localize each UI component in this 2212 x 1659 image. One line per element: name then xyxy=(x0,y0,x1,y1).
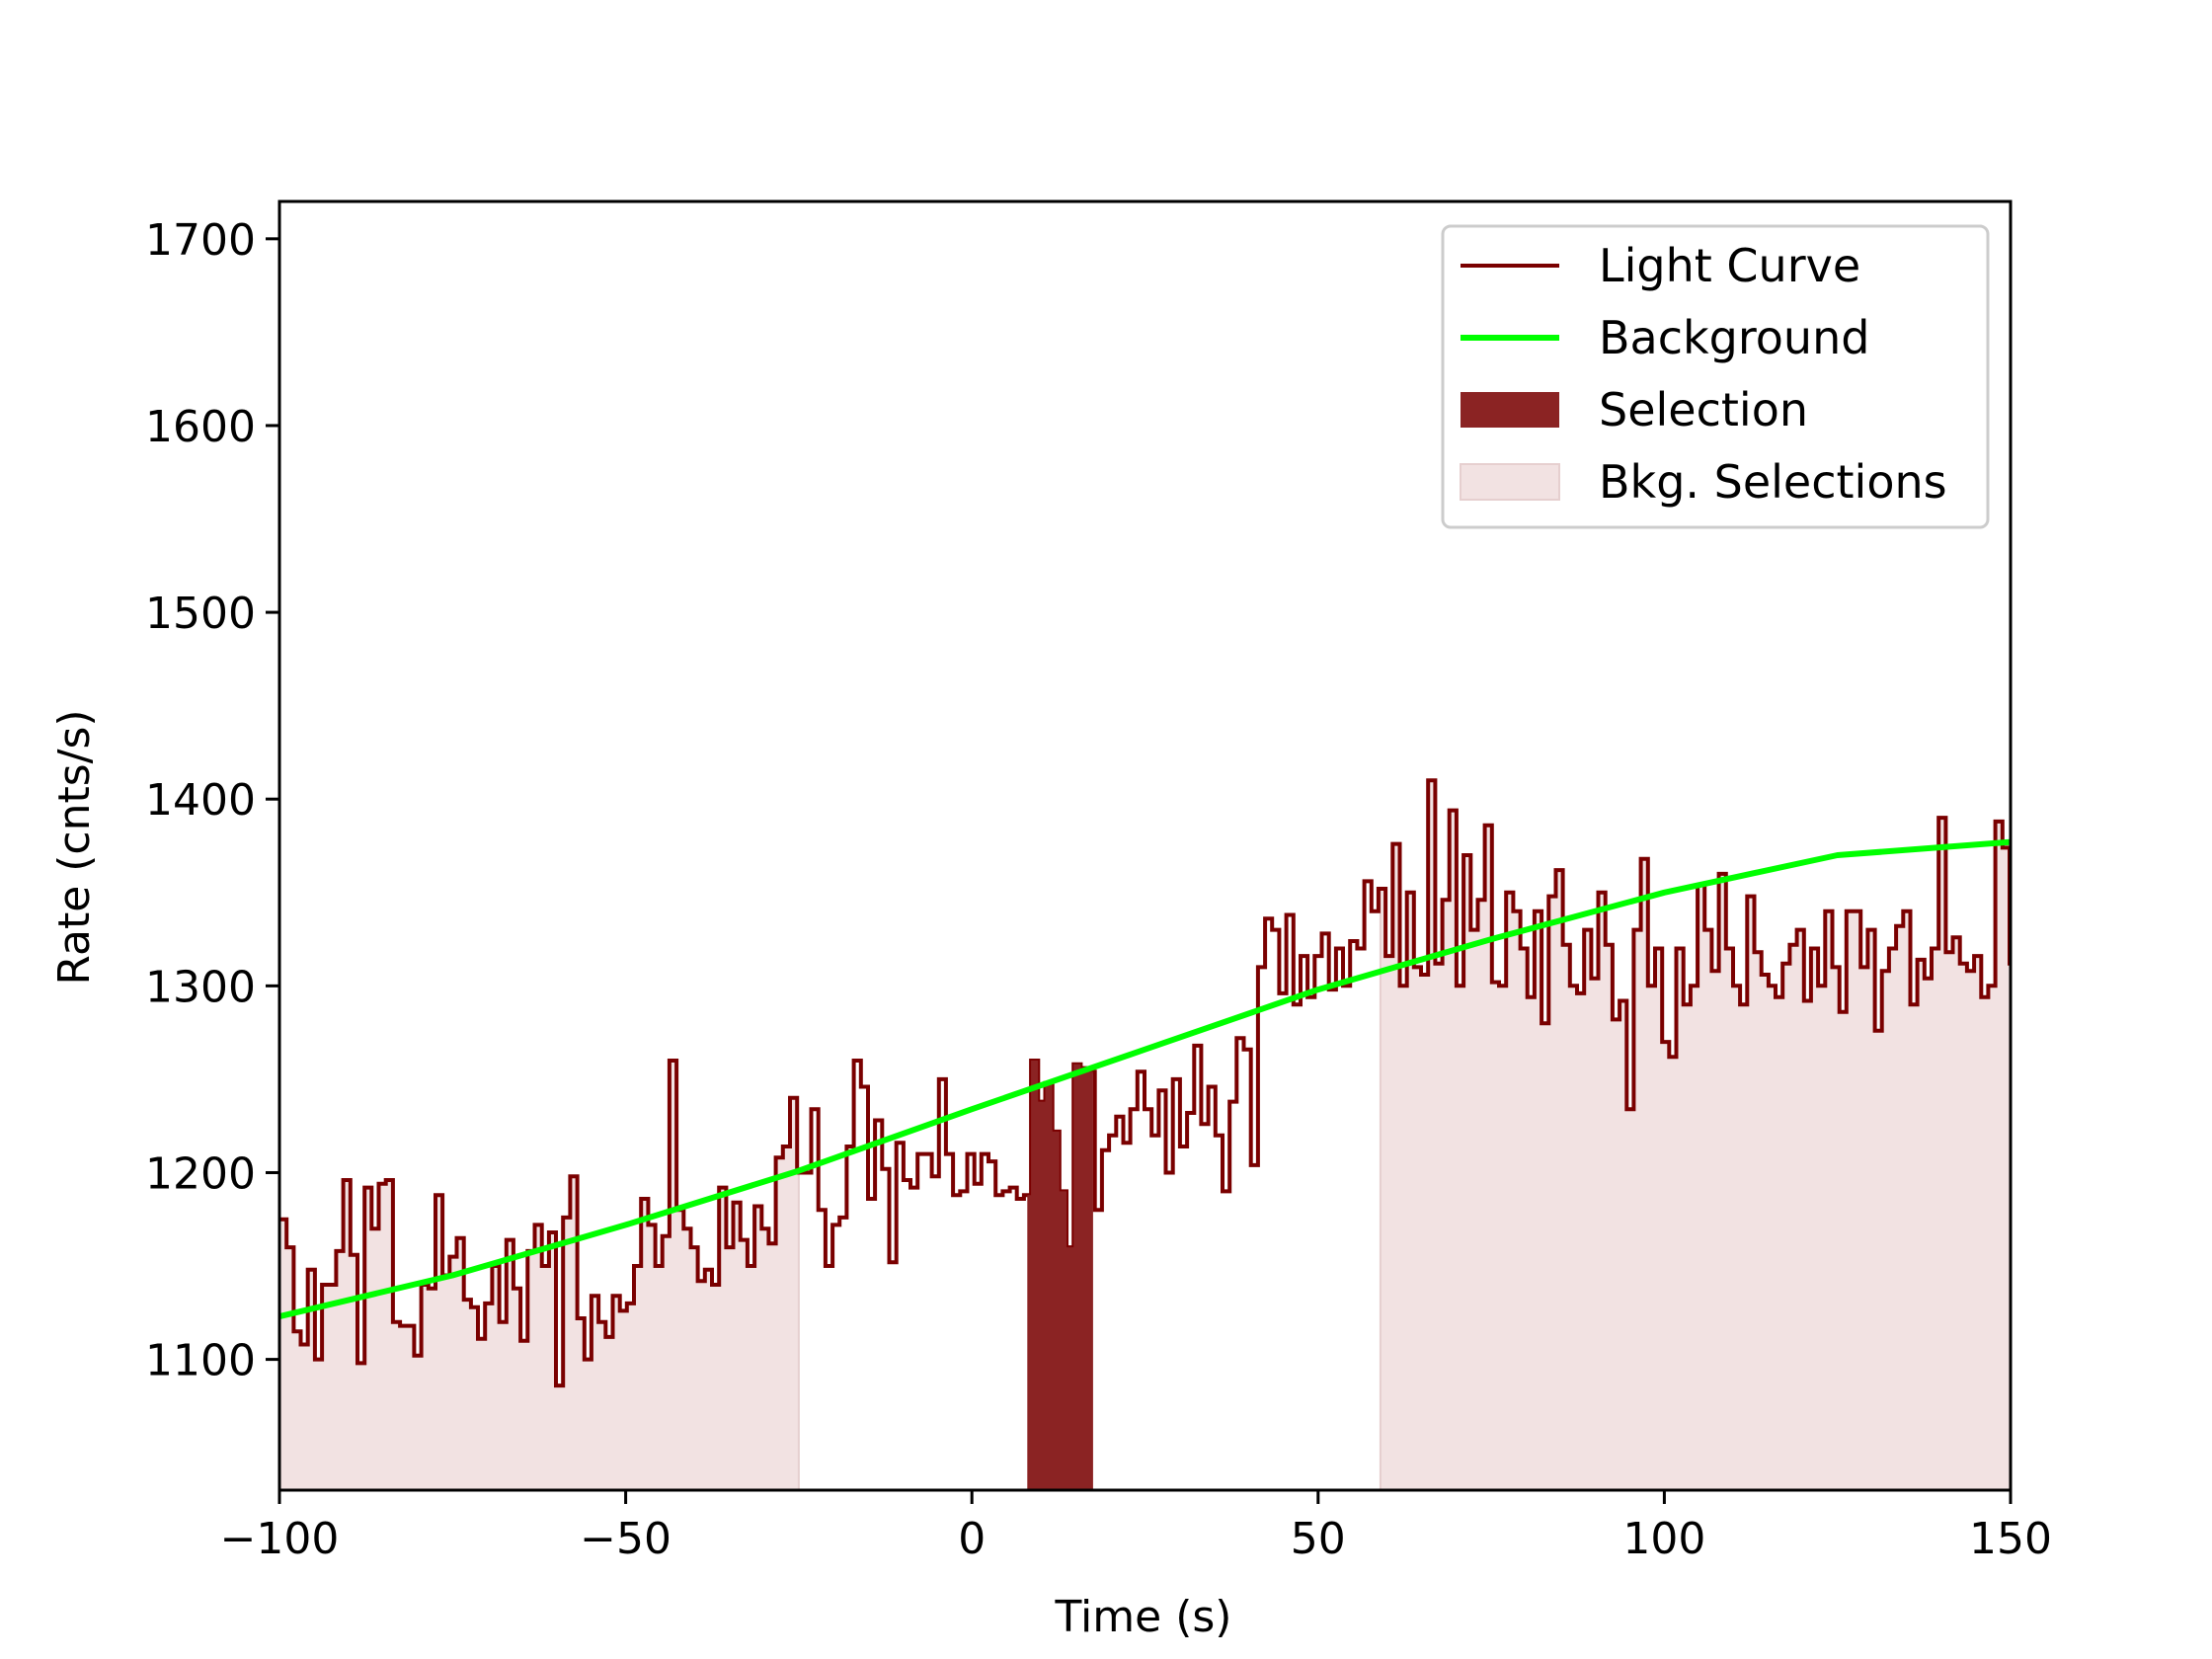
selection-region xyxy=(1027,1061,1093,1490)
legend-label-0: Light Curve xyxy=(1599,239,1860,292)
y-tick-label: 1400 xyxy=(145,775,256,826)
y-tick-label: 1600 xyxy=(145,402,256,452)
background-model-line xyxy=(279,838,2011,1320)
legend-label-1: Background xyxy=(1599,311,1869,364)
legend-box xyxy=(1441,224,1990,529)
legend: Light Curve Background Selection Bkg. Selec… xyxy=(1441,224,1990,529)
y-tick-label: 1200 xyxy=(145,1148,256,1199)
legend-swatch-2 xyxy=(1461,392,1559,428)
x-tick-label: 0 xyxy=(958,1514,986,1564)
y-axis-label: Rate (cnts/s) xyxy=(49,709,100,985)
axes: −100 −50 0 50 100 150 1100 1200 1300 1400 1500 1600… xyxy=(145,199,2052,1564)
axes-frame xyxy=(277,199,2013,1492)
y-tick-label: 1700 xyxy=(145,215,256,266)
y-tick-label: 1300 xyxy=(145,962,256,1012)
y-tick-label: 1500 xyxy=(145,589,256,639)
x-tick-label: 150 xyxy=(1969,1514,2052,1564)
legend-label-2: Selection xyxy=(1599,383,1808,436)
x-tick-label: −50 xyxy=(580,1514,672,1564)
y-tick-label: 1100 xyxy=(145,1336,256,1386)
plot-inner xyxy=(279,778,2011,1490)
x-tick-label: 100 xyxy=(1622,1514,1705,1564)
x-tick-label: 50 xyxy=(1291,1514,1346,1564)
legend-label-3: Bkg. Selections xyxy=(1599,455,1947,509)
legend-swatch-3 xyxy=(1460,463,1560,501)
x-tick-label: −100 xyxy=(220,1514,340,1564)
light-curve-line xyxy=(279,778,2011,1388)
x-axis-label: Time (s) xyxy=(1055,1592,1232,1642)
plot-area xyxy=(279,778,2011,1490)
